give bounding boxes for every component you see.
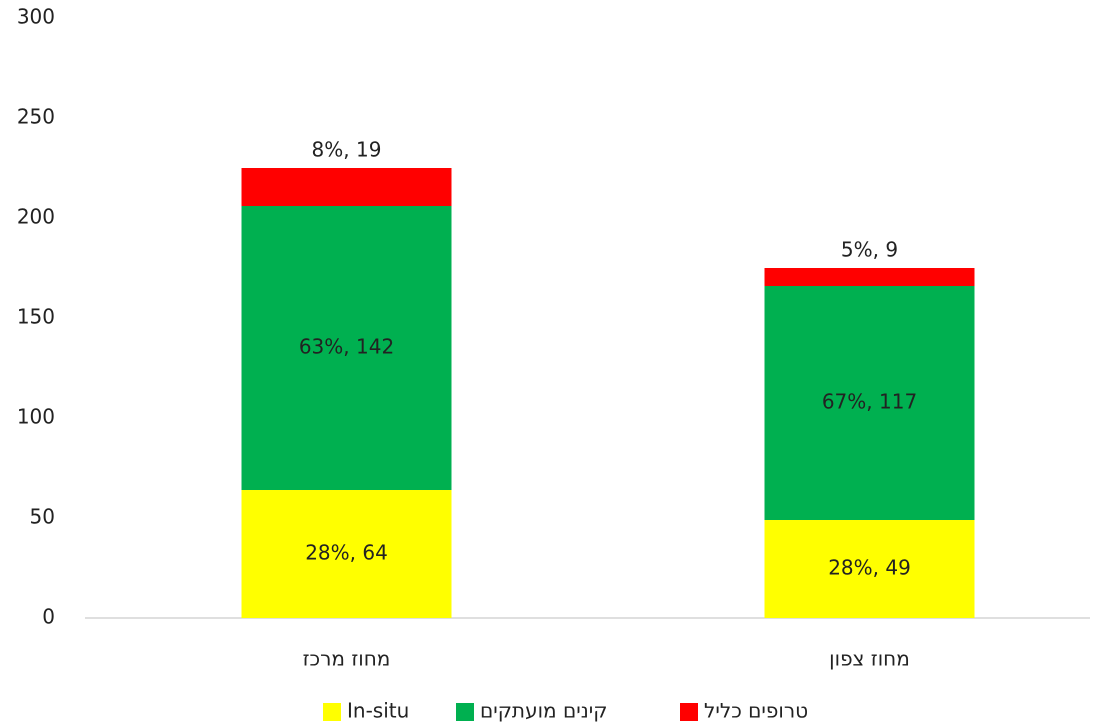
data-label: 5%, 9 [841,238,898,262]
y-tick-label: 200 [17,205,55,229]
data-label: 28%, 49 [828,556,911,580]
y-tick-label: 300 [17,5,55,29]
legend-label: In-situ [347,699,409,723]
legend-swatch [680,703,698,721]
legend-label: קינים מועתקים [480,699,607,723]
legend-swatch [456,703,474,721]
data-label: 63%, 142 [299,335,394,359]
bar-segment [764,286,975,520]
data-label: 8%, 19 [312,138,382,162]
legend-swatch [323,703,341,721]
bar-segment [241,490,452,618]
data-label: 67%, 117 [822,390,917,414]
bar-segment [241,206,452,490]
bar-segment [764,520,975,618]
bar-segment [764,268,975,286]
x-tick-label: מחוז צפון [829,647,910,671]
y-tick-label: 50 [30,505,55,529]
y-tick-label: 100 [17,405,55,429]
y-tick-label: 150 [17,305,55,329]
y-tick-label: 250 [17,105,55,129]
legend-label: טרופים כליל [704,699,808,723]
data-label: 28%, 64 [305,541,388,565]
x-tick-label: מחוז מרכז [303,647,391,671]
bar-segment [241,168,452,206]
y-tick-label: 0 [42,605,55,629]
